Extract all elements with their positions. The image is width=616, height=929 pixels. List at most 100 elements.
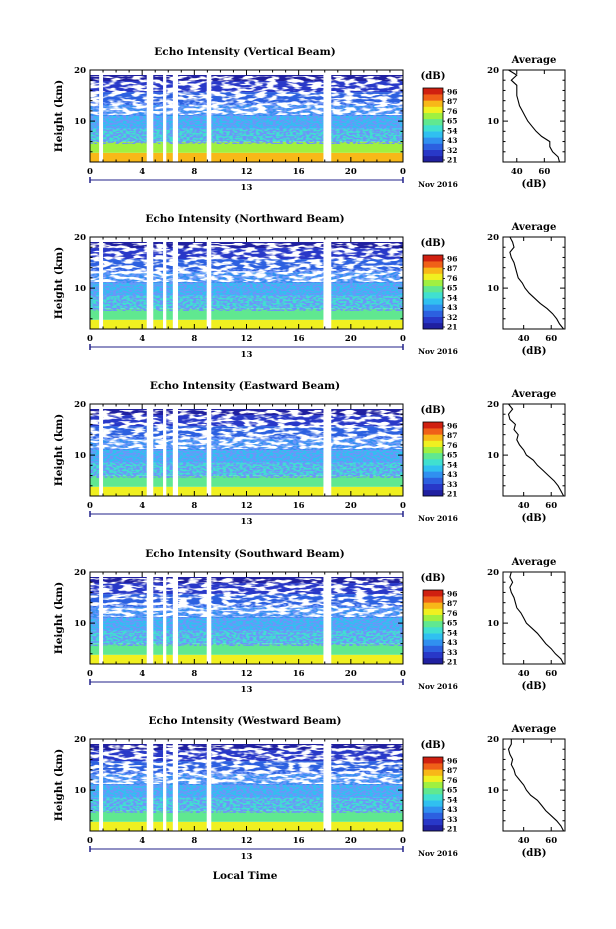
date-marker: 13	[241, 517, 253, 527]
x-tick-label: 0	[87, 334, 93, 344]
panel-5: Echo Intensity (Westward Beam)0 4 8 12 16 20 0…	[53, 715, 566, 862]
date-bar: 13 Nov 2016	[89, 511, 458, 527]
date-label: Nov 2016	[418, 180, 458, 189]
colorbar-swatch	[423, 267, 443, 274]
colorbar-tick-label: 21	[447, 825, 457, 834]
colorbar-swatch	[423, 651, 443, 659]
x-tick-label: 0	[87, 167, 93, 177]
data-gap	[172, 404, 179, 496]
avg-x-tick-label: 60	[545, 669, 557, 679]
colorbar-tick-label: 96	[447, 422, 457, 431]
colorbar-swatch	[423, 602, 443, 609]
x-axis: 0 4 8 12 16 20 0	[87, 237, 406, 344]
average-frame	[502, 571, 566, 665]
x-tick-label: 12	[241, 334, 253, 344]
data-gap	[172, 739, 179, 831]
y-axis-label: Height (km)	[53, 80, 65, 152]
colorbar-tick-label: 65	[447, 786, 457, 795]
local-time-label: Local Time	[213, 870, 278, 882]
panel-3: Echo Intensity (Eastward Beam)0 4 8 12 16 20 0…	[53, 380, 566, 527]
data-gap	[146, 237, 154, 329]
date-bar: 13 Nov 2016	[89, 344, 458, 360]
x-axis: 0 4 8 12 16 20 0	[87, 572, 406, 679]
colorbar-tick-label: 32	[447, 313, 457, 322]
average-xlabel: (dB)	[522, 681, 547, 692]
data-gap	[99, 739, 104, 831]
date-label: Nov 2016	[418, 514, 458, 523]
avg-y-tick-label: 10	[487, 284, 499, 294]
colorbar-swatch	[423, 627, 443, 634]
colorbar-swatch	[423, 590, 443, 597]
colorbar-tick-label: 33	[447, 815, 457, 824]
colorbar-swatch	[423, 800, 443, 807]
date-bar: 13 Nov 2016	[89, 846, 458, 862]
y-tick-label: 10	[74, 117, 86, 127]
avg-y-tick-label: 20	[487, 233, 499, 243]
colorbar-swatch	[423, 428, 443, 435]
heatmap-band	[90, 404, 403, 416]
x-tick-label: 16	[293, 501, 305, 511]
colorbar-unit: (dB)	[421, 740, 446, 751]
y-axis: 10 20	[74, 233, 403, 330]
data-gap	[99, 572, 104, 664]
colorbar-tick-label: 43	[447, 638, 457, 647]
heatmap-band	[90, 141, 403, 153]
colorbar-tick-label: 87	[447, 431, 457, 440]
colorbar-swatch	[423, 94, 443, 101]
avg-y-tick-label: 10	[487, 786, 499, 796]
panel-title: Echo Intensity (Eastward Beam)	[150, 380, 340, 392]
colorbar-tick-label: 43	[447, 303, 457, 312]
x-axis: 0 4 8 12 16 20 0	[87, 70, 406, 177]
average-profile: Average 10 20 40 60 (dB)	[487, 724, 566, 859]
colorbar-tick-label: 33	[447, 480, 457, 489]
heatmap	[90, 572, 403, 664]
colorbar-tick-label: 76	[447, 776, 457, 785]
average-title: Average	[511, 557, 557, 568]
colorbar-tick-label: 32	[447, 146, 457, 155]
date-marker: 13	[241, 852, 253, 862]
panel-4: Echo Intensity (Southward Beam) 0 4 8 12 16 20…	[53, 548, 566, 695]
colorbar-tick-label: 96	[447, 590, 457, 599]
heatmap	[90, 739, 403, 831]
colorbar-tick-label: 43	[447, 136, 457, 145]
colorbar-swatch	[423, 261, 443, 268]
x-tick-label: 20	[345, 836, 357, 846]
x-tick-label: 20	[345, 501, 357, 511]
date-label: Nov 2016	[418, 682, 458, 691]
x-tick-label: 20	[345, 334, 357, 344]
x-tick-label: 20	[345, 167, 357, 177]
colorbar-swatch	[423, 775, 443, 782]
colorbar-tick-label: 65	[447, 284, 457, 293]
colorbar-swatch	[423, 806, 443, 813]
heatmap-blank-areas	[90, 410, 403, 449]
x-tick-label: 4	[139, 836, 145, 846]
y-axis-label: Height (km)	[53, 414, 65, 486]
colorbar-swatch	[423, 273, 443, 280]
colorbar-swatch	[423, 639, 443, 646]
average-title: Average	[511, 724, 557, 735]
x-tick-label: 12	[241, 501, 253, 511]
colorbar-swatch	[423, 769, 443, 776]
avg-x-tick-label: 40	[518, 836, 530, 846]
y-tick-label: 10	[74, 786, 86, 796]
colorbar-swatch	[423, 477, 443, 484]
date-bar: 13 Nov 2016	[89, 177, 458, 193]
colorbar-swatch	[423, 298, 443, 305]
data-gap	[163, 70, 167, 162]
colorbar-swatch	[423, 446, 443, 454]
heatmap-band	[90, 810, 403, 822]
average-profile: Average 10 20 40 60 (dB)	[487, 222, 566, 357]
avg-x-tick-label: 40	[511, 167, 523, 177]
colorbar-swatch	[423, 440, 443, 447]
colorbar-swatch	[423, 279, 443, 287]
heatmap-blank-areas	[90, 243, 403, 282]
average-line	[509, 236, 565, 330]
colorbar-tick-label: 54	[447, 460, 457, 469]
heatmap	[90, 404, 403, 496]
average-title: Average	[511, 389, 557, 400]
colorbar-swatch	[423, 304, 443, 311]
colorbar-unit: (dB)	[421, 405, 446, 416]
colorbar-tick-label: 96	[447, 255, 457, 264]
average-line	[508, 69, 561, 163]
